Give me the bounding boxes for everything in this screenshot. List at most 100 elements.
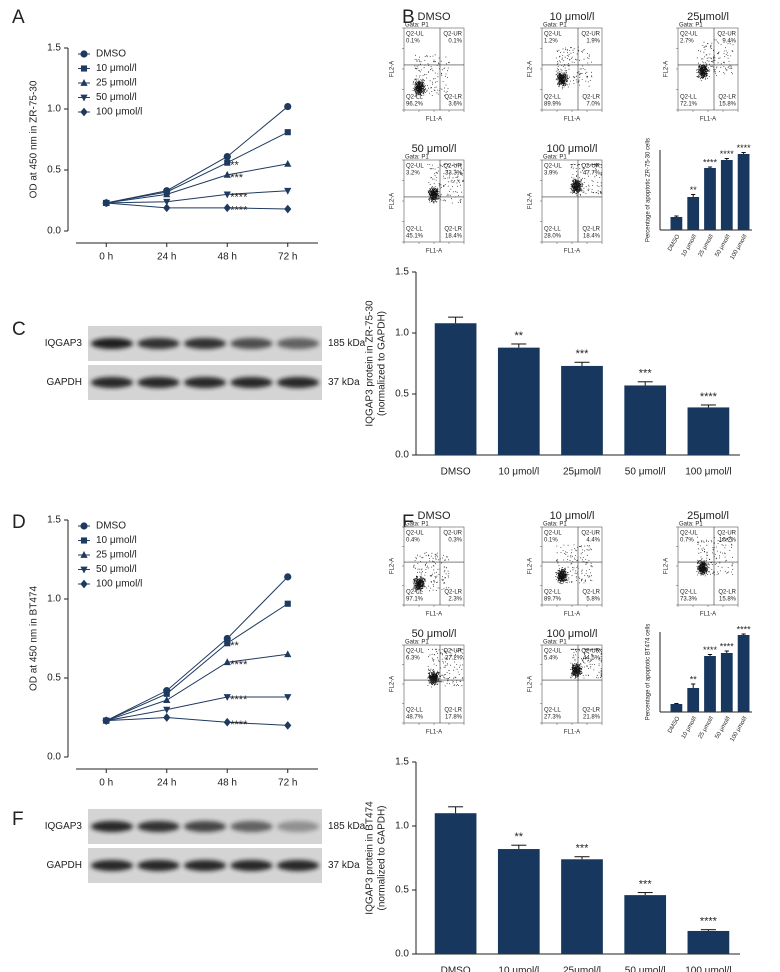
- y-axis-label: IQGAP3 protein in BT474: [365, 801, 376, 915]
- panel-label: B: [402, 7, 415, 28]
- quadrant-name: Q2-LR: [582, 708, 600, 714]
- x-tick-label: 10 μmol/l: [498, 467, 539, 478]
- legend-label: 100 μmol/l: [96, 579, 142, 590]
- quadrant-name: Q2-UR: [717, 32, 736, 38]
- x-tick-label: 25μmol/l: [563, 966, 601, 972]
- marker: [80, 107, 88, 117]
- panel-label: C: [12, 319, 26, 340]
- quadrant-name: Q2-UL: [406, 164, 424, 170]
- y-tick-label: 0.0: [395, 949, 409, 960]
- significance-label: ****: [230, 719, 248, 731]
- legend-label: 25 μmol/l: [96, 550, 137, 561]
- marker: [284, 721, 292, 730]
- marker: [102, 716, 110, 725]
- bar: [561, 859, 603, 954]
- plot-frame: [541, 159, 603, 243]
- y-tick-label: 0.5: [395, 885, 409, 896]
- marker: [80, 551, 88, 558]
- blot-band: [277, 821, 319, 832]
- series-line: [106, 716, 288, 726]
- quadrant-name: Q2-LL: [406, 95, 423, 101]
- blot-band: [184, 860, 226, 871]
- quadrant-percent: 21.8%: [583, 715, 601, 721]
- quadrant-name: Q2-UR: [443, 164, 462, 170]
- bar: [624, 895, 667, 954]
- y-axis-label: FL2-A: [528, 558, 534, 574]
- y-axis-label: FL2-A: [528, 193, 534, 209]
- quadrant-percent: 2.3%: [448, 597, 462, 603]
- bar: [434, 323, 477, 455]
- quadrant-name: Q2-LR: [444, 95, 462, 101]
- x-axis-label: FL1-A: [700, 117, 716, 123]
- quadrant-name: Q2-UR: [581, 649, 600, 655]
- quadrant-name: Q2-UL: [544, 649, 562, 655]
- y-axis-label: (normalized to GAPDH): [377, 805, 388, 910]
- event-cloud: [427, 164, 464, 204]
- quadrant-name: Q2-LL: [544, 590, 561, 596]
- legend-label: 50 μmol/l: [96, 564, 137, 575]
- blot-band: [91, 338, 133, 349]
- series-line: [106, 131, 288, 204]
- significance-label: **: [515, 330, 524, 342]
- marker: [224, 640, 231, 647]
- significance-label: ****: [737, 143, 752, 153]
- gate-label: Gata: P1: [679, 522, 703, 528]
- event-cloud: [555, 46, 593, 90]
- significance-label: ***: [576, 843, 590, 855]
- x-tick-label: 24 h: [157, 252, 176, 263]
- x-tick-label: DMSO: [667, 234, 681, 253]
- y-axis-label: FL2-A: [664, 61, 670, 77]
- protein-label: GAPDH: [46, 860, 82, 871]
- x-tick-label: 100 μmol/l: [685, 467, 731, 478]
- significance-label: ****: [720, 641, 735, 651]
- gate-label: Gata: P1: [405, 640, 429, 646]
- flow-title: 10 μmol/l: [550, 510, 595, 522]
- flow-title: DMSO: [418, 11, 451, 23]
- blot-band: [277, 860, 319, 871]
- quadrant-name: Q2-UL: [680, 531, 698, 537]
- gate-label: Gata: P1: [543, 155, 567, 161]
- legend-label: DMSO: [96, 521, 126, 532]
- bar: [687, 930, 730, 954]
- x-tick-label: DMSO: [441, 467, 471, 478]
- quadrant-percent: 44.5%: [583, 656, 601, 662]
- flow-title: 100 μmol/l: [547, 628, 598, 640]
- y-axis-label: OD at 450 nm in BT474: [29, 586, 40, 691]
- blot-band: [277, 338, 319, 349]
- gate-label: Gata: P1: [405, 155, 429, 161]
- bar: [704, 656, 716, 712]
- legend-label: 100 μmol/l: [96, 107, 142, 118]
- y-axis-label: (normalized to GAPDH): [377, 311, 388, 416]
- flow-title: 25μmol/l: [687, 510, 729, 522]
- x-tick-label: 100 μmol/l: [730, 716, 749, 743]
- significance-label: ****: [230, 191, 248, 203]
- marker: [284, 187, 292, 195]
- marker: [80, 50, 88, 58]
- flow-title: DMSO: [418, 510, 451, 522]
- quadrant-percent: 17.8%: [445, 715, 463, 721]
- y-axis-label: FL2-A: [390, 193, 396, 209]
- quadrant-name: Q2-LR: [718, 95, 736, 101]
- legend-label: 10 μmol/l: [96, 535, 137, 546]
- marker: [284, 204, 292, 214]
- y-tick-label: 1.5: [395, 757, 409, 768]
- quadrant-name: Q2-UR: [581, 531, 600, 537]
- quadrant-name: Q2-UR: [581, 32, 600, 38]
- quadrant-percent: 89.7%: [544, 597, 562, 603]
- x-axis-label: FL1-A: [564, 117, 580, 123]
- x-tick-label: 50 μmol/l: [714, 716, 731, 740]
- quadrant-name: Q2-LL: [680, 95, 697, 101]
- protein-label: IQGAP3: [45, 338, 83, 349]
- quadrant-name: Q2-LL: [406, 227, 423, 233]
- quadrant-name: Q2-LR: [444, 708, 462, 714]
- series-line: [106, 603, 289, 722]
- x-tick-label: 25 μmol/l: [698, 234, 715, 258]
- quadrant-percent: 3.2%: [406, 171, 420, 177]
- quadrant-percent: 5.4%: [544, 656, 558, 662]
- blot-band: [184, 338, 226, 349]
- quadrant-name: Q2-LR: [444, 227, 462, 233]
- significance-label: ***: [576, 348, 590, 360]
- x-tick-label: 0 h: [99, 778, 113, 789]
